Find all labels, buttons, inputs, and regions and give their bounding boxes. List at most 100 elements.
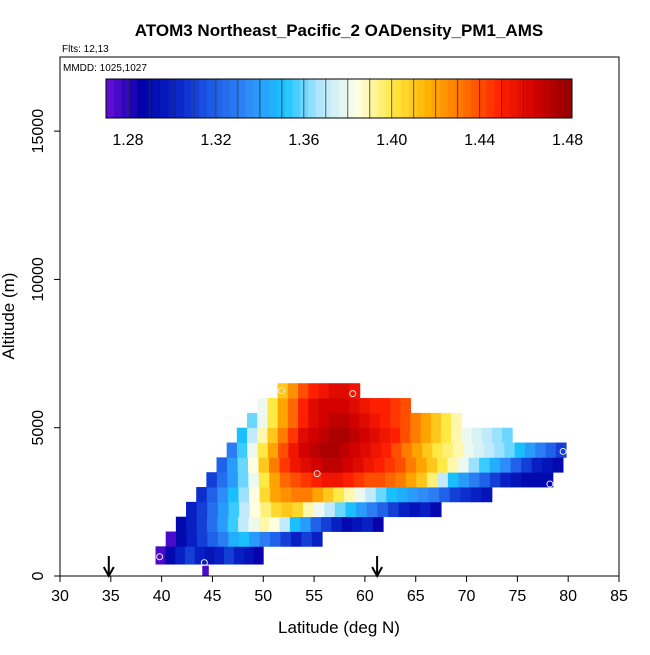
heatmap-cell — [366, 501, 378, 518]
heatmap-cell — [247, 442, 258, 458]
heatmap-cell — [236, 427, 248, 443]
heatmap-cell — [420, 427, 432, 443]
heatmap-cell — [468, 457, 480, 473]
heatmap-cell — [521, 472, 533, 488]
heatmap-cell — [313, 501, 325, 518]
heatmap-cell — [243, 546, 254, 565]
colorbar-frame — [105, 78, 573, 119]
heatmap-cell — [339, 442, 351, 458]
sample-circle — [559, 447, 567, 455]
heatmap-cell — [324, 501, 336, 518]
heatmap-cell — [321, 516, 332, 532]
heatmap-cell — [447, 472, 459, 488]
heatmap-cell — [292, 501, 304, 518]
heatmap-cell — [175, 546, 186, 565]
colorbar-segment — [191, 79, 200, 118]
heatmap-cell — [300, 516, 312, 532]
heatmap-cell — [258, 472, 270, 488]
colorbar-segment — [432, 79, 441, 118]
heatmap-cell — [491, 427, 503, 443]
heatmap-cell — [196, 487, 208, 503]
heatmap-cell — [202, 565, 209, 577]
heatmap-cell — [379, 427, 391, 443]
heatmap-cell — [362, 516, 374, 532]
heatmap-cell — [224, 546, 235, 565]
x-tick-label: 75 — [508, 588, 526, 605]
heatmap-cell — [311, 457, 322, 473]
colorbar-segment — [106, 79, 115, 118]
colorbar-segment — [370, 79, 379, 118]
colorbar-segment — [540, 79, 550, 118]
heatmap-cell — [247, 412, 258, 429]
heatmap-cell — [302, 501, 314, 518]
x-tick-label: 85 — [610, 588, 628, 605]
heatmap-cell — [298, 383, 309, 399]
heatmap-cell — [338, 427, 350, 443]
colorbar: 1.28 1.32 1.36 1.40 1.44 1.48 — [105, 78, 583, 149]
heatmap-cell — [217, 531, 229, 547]
heatmap-cell — [257, 398, 268, 414]
heatmap-cell — [344, 487, 356, 503]
colorbar-segment — [517, 79, 526, 118]
heatmap-cell — [398, 501, 410, 518]
heatmap-cell — [186, 516, 197, 532]
heatmap-cell — [400, 398, 412, 414]
heatmap-cell — [227, 472, 239, 488]
heatmap-cell — [341, 516, 353, 532]
heatmap-cell — [278, 442, 289, 458]
heatmap-cell — [374, 457, 385, 473]
heatmap-cell — [349, 383, 361, 399]
heatmap-cell — [271, 501, 283, 518]
heatmap-cell — [386, 487, 398, 503]
x-tick-label: 30 — [51, 588, 69, 605]
y-axis-label: Altitude (m) — [0, 273, 18, 360]
heatmap-cell — [308, 427, 319, 443]
colorbar-segment — [339, 79, 348, 118]
heatmap-cell — [175, 516, 187, 532]
heatmap-cell — [253, 546, 264, 565]
heatmap-cell — [258, 457, 270, 473]
colorbar-segment — [261, 79, 270, 118]
heatmap-cell — [370, 442, 382, 458]
heatmap-cell — [298, 442, 310, 458]
heatmap-cell — [328, 398, 340, 414]
colorbar-segment — [214, 79, 223, 118]
heatmap-cell — [270, 531, 281, 547]
heatmap-cell — [207, 501, 219, 518]
heatmap-cell — [419, 501, 431, 518]
heatmap-cell — [471, 427, 483, 443]
heatmap-cell — [236, 442, 248, 458]
heatmap-cell — [277, 412, 289, 429]
colorbar-segment — [113, 79, 123, 118]
heatmap-cell — [441, 412, 452, 429]
heatmap-cell — [353, 457, 364, 473]
heatmap-cell — [345, 501, 357, 518]
heatmap-cell — [489, 472, 501, 488]
y-tick-label: 5000 — [30, 410, 47, 446]
colorbar-segment — [377, 79, 387, 118]
heatmap-cell — [318, 383, 330, 399]
colorbar-segment — [564, 79, 573, 118]
heatmap-cell — [339, 398, 350, 414]
colorbar-segment — [354, 79, 363, 118]
sample-circle — [313, 470, 321, 478]
heatmap-cell — [510, 457, 522, 473]
heatmap-cell — [352, 516, 363, 532]
heatmap-cells — [155, 383, 567, 577]
heatmap-cell — [451, 427, 462, 443]
x-tick-label: 80 — [559, 588, 577, 605]
heatmap-cell — [390, 398, 401, 414]
heatmap-cell — [259, 487, 271, 503]
heatmap-cell — [288, 442, 300, 458]
heatmap-cell — [410, 412, 422, 429]
x-tick-label: 45 — [204, 588, 222, 605]
colorbar-segment — [206, 79, 216, 118]
heatmap-cell — [226, 442, 238, 458]
colorbar-tick-label: 1.48 — [552, 132, 583, 149]
heatmap-cell — [331, 516, 343, 532]
colorbar-segment — [323, 79, 332, 118]
heatmap-cell — [328, 412, 340, 429]
heatmap-cell — [468, 472, 480, 488]
colorbar-segment — [300, 79, 309, 118]
heatmap-cell — [400, 427, 411, 443]
